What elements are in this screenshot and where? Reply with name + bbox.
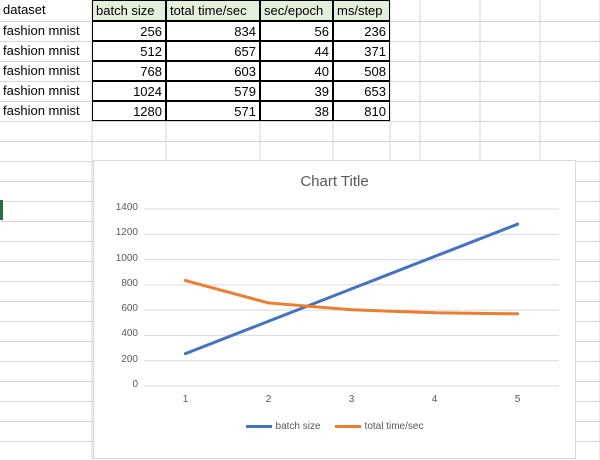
row-selection-marker — [0, 200, 3, 220]
value-cell[interactable]: 810 — [333, 101, 390, 121]
y-tick-label: 600 — [121, 303, 138, 315]
data-point[interactable] — [184, 279, 187, 283]
value-cell[interactable]: 256 — [92, 21, 166, 41]
chart-legend[interactable]: batch size total time/sec — [94, 421, 575, 432]
value-cell[interactable]: 56 — [260, 21, 333, 41]
x-tick-label: 4 — [431, 394, 438, 405]
value-cell[interactable]: 236 — [333, 21, 390, 41]
dataset-cell[interactable]: fashion mnist — [3, 63, 80, 78]
header-cell[interactable]: sec/epoch — [260, 0, 333, 21]
value-cell[interactable]: 512 — [92, 41, 166, 61]
y-tick-label: 1400 — [115, 202, 138, 213]
data-point[interactable] — [350, 308, 353, 312]
value-cell[interactable]: 44 — [260, 41, 333, 61]
legend-swatch — [334, 425, 361, 428]
chart-title[interactable]: Chart Title — [300, 173, 369, 190]
legend-item-batch-size[interactable]: batch size — [245, 421, 321, 432]
legend-item-total-time[interactable]: total time/sec — [334, 421, 424, 432]
y-tick-label: 1000 — [115, 252, 138, 264]
value-cell[interactable]: 508 — [333, 61, 390, 81]
value-cell[interactable]: 39 — [260, 81, 333, 101]
header-cell[interactable]: batch size — [92, 0, 166, 21]
x-tick-label: 5 — [514, 394, 521, 405]
data-point[interactable] — [433, 255, 436, 259]
x-tick-label: 3 — [348, 394, 355, 405]
header-cell[interactable]: dataset — [3, 2, 46, 17]
data-point[interactable] — [267, 319, 270, 323]
y-tick-label: 400 — [121, 328, 138, 340]
chart-plot-area — [144, 208, 559, 387]
value-cell[interactable]: 1280 — [92, 101, 166, 121]
header-cell[interactable]: ms/step — [333, 0, 390, 21]
value-cell[interactable]: 371 — [333, 41, 390, 61]
line-chart[interactable]: Chart Title 0 200 400 600 800 1000 1200 1400 1 2 3… — [93, 160, 576, 459]
dataset-cell[interactable]: fashion mnist — [3, 103, 80, 118]
dataset-cell[interactable]: fashion mnist — [3, 83, 80, 98]
y-tick-label: 0 — [132, 379, 138, 390]
value-cell[interactable]: 657 — [166, 41, 260, 61]
value-cell[interactable]: 834 — [166, 21, 260, 41]
data-point[interactable] — [516, 312, 519, 316]
dataset-cell[interactable]: fashion mnist — [3, 23, 80, 38]
x-tick-label: 2 — [265, 394, 272, 405]
data-point[interactable] — [516, 222, 519, 226]
header-cell[interactable]: total time/sec — [166, 0, 260, 21]
legend-label: batch size — [275, 421, 321, 432]
data-point[interactable] — [267, 301, 270, 305]
legend-label: total time/sec — [364, 421, 424, 432]
x-tick-label: 1 — [182, 394, 189, 405]
value-cell[interactable]: 768 — [92, 61, 166, 81]
value-cell[interactable]: 40 — [260, 61, 333, 81]
y-tick-label: 1200 — [115, 227, 138, 239]
data-point[interactable] — [433, 311, 436, 315]
value-cell[interactable]: 1024 — [92, 81, 166, 101]
y-tick-label: 200 — [121, 353, 138, 365]
value-cell[interactable]: 579 — [166, 81, 260, 101]
value-cell[interactable]: 38 — [260, 101, 333, 121]
data-point[interactable] — [184, 352, 187, 356]
value-cell[interactable]: 653 — [333, 81, 390, 101]
y-tick-label: 800 — [121, 277, 138, 289]
value-cell[interactable]: 571 — [166, 101, 260, 121]
value-cell[interactable]: 603 — [166, 61, 260, 81]
legend-swatch — [245, 425, 272, 428]
data-point[interactable] — [350, 287, 353, 291]
dataset-cell[interactable]: fashion mnist — [3, 43, 80, 58]
